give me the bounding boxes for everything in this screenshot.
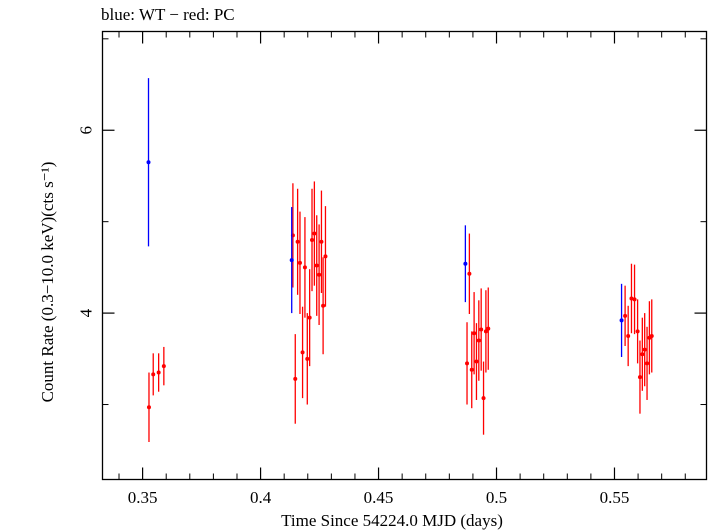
plot-frame [101, 30, 708, 481]
data-point [635, 329, 640, 334]
data-point [300, 350, 305, 355]
data-point [321, 303, 326, 308]
axis-ticks: 0.35 0.4 0.45 0.5 0.55 4 6 [77, 31, 707, 507]
data-point [649, 333, 654, 338]
data-point [629, 296, 634, 301]
chart-title: blue: WT − red: PC [101, 5, 235, 24]
series-pc [146, 181, 654, 443]
data-point [469, 367, 474, 372]
data-point [483, 329, 488, 334]
data-point [310, 237, 315, 242]
data-point [305, 356, 310, 361]
data-point [295, 239, 300, 244]
data-series [146, 78, 654, 443]
x-axis-label: Time Since 54224.0 MJD (days) [281, 511, 503, 530]
x-tick-label: 0.5 [486, 488, 507, 507]
data-point [474, 359, 479, 364]
data-point [146, 405, 151, 410]
data-point [465, 361, 470, 366]
data-point [314, 263, 319, 268]
data-point [161, 364, 166, 369]
data-point [151, 372, 156, 377]
y-axis-label: Count Rate (0.3−10.0 keV)(cts s⁻¹) [38, 162, 57, 403]
data-point [317, 272, 322, 277]
data-point [293, 376, 298, 381]
series-wt [146, 78, 624, 357]
data-point [626, 333, 631, 338]
data-point [640, 352, 645, 357]
x-tick-label: 0.4 [250, 488, 272, 507]
x-tick-label: 0.45 [364, 488, 394, 507]
data-point [632, 297, 637, 302]
x-tick-label: 0.35 [128, 488, 158, 507]
data-point [619, 318, 624, 323]
data-point [289, 258, 294, 263]
data-point [645, 361, 650, 366]
data-point [146, 160, 151, 165]
data-point [486, 326, 491, 331]
data-point [623, 313, 628, 318]
data-point [302, 265, 307, 270]
data-point [323, 254, 328, 259]
data-point [156, 370, 161, 375]
y-tick-label: 4 [77, 308, 96, 317]
x-tick-label: 0.55 [600, 488, 630, 507]
data-point [637, 375, 642, 380]
data-point [481, 396, 486, 401]
data-point [307, 315, 312, 320]
data-point [476, 338, 481, 343]
data-point [319, 239, 324, 244]
data-point [467, 271, 472, 276]
data-point [312, 231, 317, 236]
data-point [479, 327, 484, 332]
data-point [642, 347, 647, 352]
data-point [463, 261, 468, 266]
data-point [472, 331, 477, 336]
y-tick-label: 6 [77, 126, 96, 135]
data-point [297, 260, 302, 265]
